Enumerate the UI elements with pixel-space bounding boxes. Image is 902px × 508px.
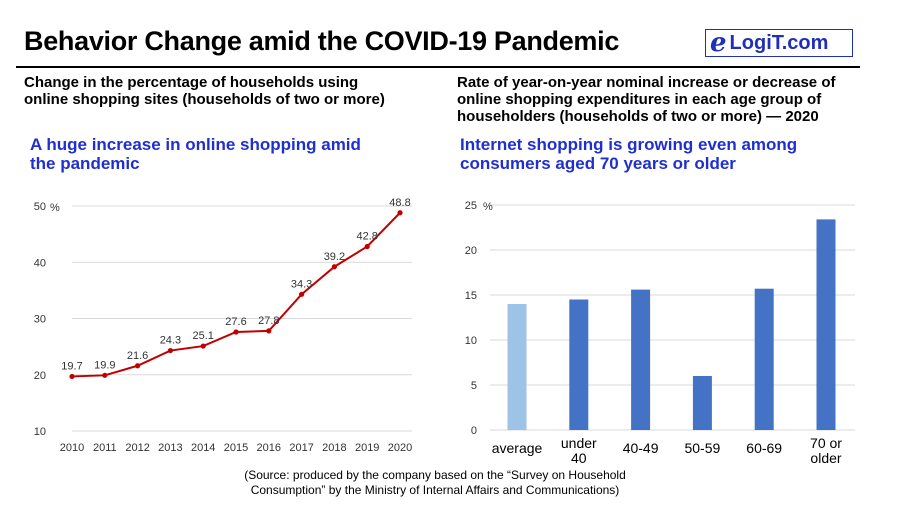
right-chart-highlight: Internet shopping is growing even among … [460,135,797,173]
line-chart-x-tick-label: 2011 [93,442,117,454]
left-chart-subtitle: Change in the percentage of households u… [24,74,385,108]
bar-chart-y-tick-label: 15 [465,290,477,302]
bar-chart-y-tick-label: 10 [465,335,477,347]
title-divider [16,66,860,68]
line-chart-y-tick-label: 20 [34,370,46,382]
line-chart-point [299,291,305,297]
logo-text: LogiT.com [729,31,829,54]
left-subtitle-line-2: online shopping sites (households of two… [24,91,385,108]
bar-chart-category-label: older [810,450,841,466]
line-chart-point [233,329,239,335]
right-subtitle-line-1: Rate of year-on-year nominal increase or… [457,74,836,91]
line-chart-x-tick-label: 2016 [257,442,281,454]
bar-chart-category-label: 70 or [810,435,842,451]
source-note: (Source: produced by the company based o… [200,468,670,498]
line-chart-y-tick-label: 40 [34,257,46,269]
line-chart-data-label: 19.9 [94,359,115,371]
line-chart-data-label: 27.6 [225,316,246,328]
line-chart-x-tick-label: 2014 [191,442,215,454]
bar-chart-bar [816,219,836,430]
right-chart-subtitle: Rate of year-on-year nominal increase or… [457,74,835,125]
bar-chart-y-tick-label: 0 [471,425,477,437]
left-chart-highlight: A huge increase in online shopping amid … [30,135,361,173]
right-highlight-line-1: Internet shopping is growing even among [460,135,798,154]
line-chart-data-label: 34.3 [291,278,312,290]
line-chart-x-tick-label: 2015 [224,442,248,454]
bar-chart-unit-label: % [483,201,493,213]
line-chart-data-label: 21.6 [127,350,148,362]
line-chart-data-label: 24.3 [160,335,181,347]
line-chart-point [200,343,206,349]
logo-e-mark: e [710,28,727,58]
bar-chart-bar [507,304,527,430]
bar-chart-category-label: 50-59 [684,440,720,456]
line-chart-point [135,363,141,369]
bar-chart-category-label: 60-69 [746,440,782,456]
source-line-2: Consumption” by the Ministry of Internal… [250,483,620,497]
line-chart-data-label: 27.8 [258,315,279,327]
line-chart: 10 20 30 40 50 % 2010 2011 2012 2013 2014 2015 2016 2… [34,197,412,454]
line-chart-point [167,347,173,354]
line-chart-x-tick-label: 2013 [158,442,182,454]
right-subtitle-line-3: householders (households of two or more)… [457,108,819,125]
line-chart-data-label: 42.8 [356,231,377,243]
right-subtitle-line-2: online shopping expenditures in each age… [457,91,822,108]
right-highlight-line-2: consumers aged 70 years or older [460,154,736,173]
line-chart-data-label: 19.7 [61,360,82,372]
line-chart-series-line [71,212,401,378]
source-line-1: (Source: produced by the company based o… [244,468,626,482]
bar-chart-y-tick-label: 20 [465,245,477,257]
line-chart-x-tick-label: 2012 [125,442,149,454]
bar-chart-bar [692,376,712,430]
line-chart-data-label: 39.2 [324,251,345,263]
line-chart-x-tick-label: 2019 [355,442,379,454]
line-chart-data-label: 48.8 [389,197,410,209]
left-subtitle-line-1: Change in the percentage of households u… [24,74,359,91]
line-chart-y-tick-label: 50 [34,201,46,213]
line-chart-x-tick-label: 2020 [388,442,412,454]
line-chart-point [331,264,337,270]
line-chart-point [364,243,370,250]
line-chart-point [266,328,272,334]
left-highlight-line-1: A huge increase in online shopping amid [30,135,361,154]
bar-chart-bar [631,289,651,430]
line-chart-point [102,372,108,378]
bar-chart-bar [754,288,774,430]
page-title: Behavior Change amid the COVID-19 Pandem… [24,26,620,56]
bar-chart-category-label: under [561,435,597,451]
line-chart-unit-label: % [50,202,60,214]
bar-chart-category-label: 40 [571,450,587,466]
line-chart-data-label: 25.1 [192,330,213,342]
line-chart-point [397,210,403,216]
line-chart-x-tick-label: 2010 [60,442,84,454]
line-chart-x-tick-label: 2017 [289,442,313,454]
bar-chart-y-tick-label: 5 [471,380,477,392]
line-chart-y-tick-label: 30 [34,314,46,326]
bar-chart-bar [569,299,589,430]
left-highlight-line-2: the pandemic [30,154,140,173]
logo: e LogiT.com [705,29,853,57]
line-chart-y-tick-label: 10 [34,426,46,438]
line-chart-x-tick-label: 2018 [322,442,346,454]
bar-chart-category-label: average [492,440,543,456]
line-chart-point [69,373,75,380]
bar-chart-y-tick-label: 25 [465,200,477,212]
bar-chart-category-label: 40-49 [623,440,659,456]
